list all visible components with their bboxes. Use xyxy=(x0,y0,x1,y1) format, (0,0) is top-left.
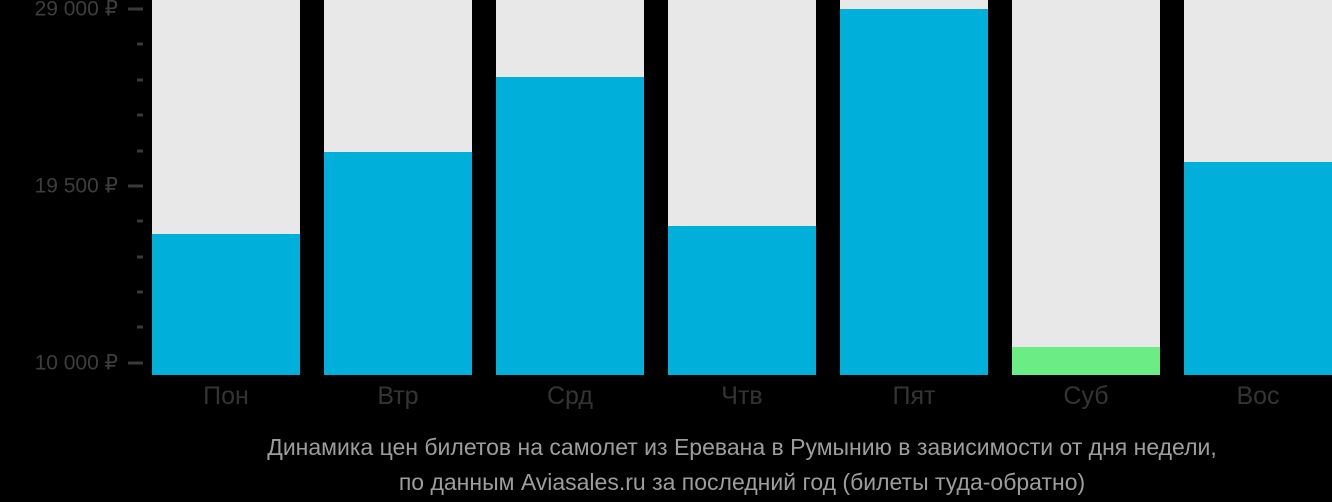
bar-column-1 xyxy=(152,0,300,375)
bar-column-6 xyxy=(1012,0,1160,375)
x-label-Пон: Пон xyxy=(203,382,249,410)
y-tick-label: 29 000 ₽ xyxy=(34,0,118,21)
y-minor-tick-5 xyxy=(0,219,143,223)
price-bar-Вос[interactable] xyxy=(1184,161,1332,375)
minor-tick-mark xyxy=(137,255,143,259)
plot-area xyxy=(152,0,1332,375)
y-major-tick-1: 29 000 ₽ xyxy=(0,0,143,21)
minor-tick-mark xyxy=(137,113,143,117)
price-bar-Пон[interactable] xyxy=(152,234,300,375)
y-major-tick-3: 10 000 ₽ xyxy=(0,350,143,375)
y-minor-tick-6 xyxy=(0,255,143,259)
x-label-Пят: Пят xyxy=(892,382,936,410)
minor-tick-mark xyxy=(137,149,143,153)
y-minor-tick-8 xyxy=(0,325,143,329)
major-tick-mark xyxy=(128,7,143,11)
bar-column-5 xyxy=(840,0,988,375)
minor-tick-mark xyxy=(137,78,143,82)
price-bar-Суб[interactable] xyxy=(1012,347,1160,375)
chart-title-line1: Динамика цен билетов на самолет из Ерева… xyxy=(267,434,1217,460)
x-axis-labels: Пон Втр Срд Чтв Пят Суб Вос xyxy=(152,375,1332,415)
y-minor-tick-2 xyxy=(0,78,143,82)
bar-column-3 xyxy=(496,0,644,375)
y-minor-tick-1 xyxy=(0,42,143,46)
major-tick-mark xyxy=(128,184,143,188)
y-tick-label: 19 500 ₽ xyxy=(34,174,118,198)
price-bar-Втр[interactable] xyxy=(324,152,472,375)
x-label-Суб: Суб xyxy=(1063,382,1109,410)
x-label-Срд: Срд xyxy=(547,382,593,410)
minor-tick-mark xyxy=(137,42,143,46)
y-major-tick-2: 19 500 ₽ xyxy=(0,173,143,198)
bar-column-2 xyxy=(324,0,472,375)
y-minor-tick-4 xyxy=(0,149,143,153)
major-tick-mark xyxy=(128,361,143,365)
minor-tick-mark xyxy=(137,290,143,294)
chart-title: Динамика цен билетов на самолет из Ерева… xyxy=(152,430,1332,500)
x-label-Втр: Втр xyxy=(377,382,419,410)
y-minor-tick-7 xyxy=(0,290,143,294)
price-bar-Срд[interactable] xyxy=(496,76,644,375)
y-tick-label: 10 000 ₽ xyxy=(34,351,118,375)
minor-tick-mark xyxy=(137,219,143,223)
price-bar-Чтв[interactable] xyxy=(668,225,816,375)
x-label-Вос: Вос xyxy=(1236,382,1280,410)
bar-column-4 xyxy=(668,0,816,375)
y-minor-tick-3 xyxy=(0,113,143,117)
chart-title-line2: по данным Aviasales.ru за последний год … xyxy=(398,469,1086,495)
bar-column-7 xyxy=(1184,0,1332,375)
y-axis: 29 000 ₽ 19 500 ₽ 10 000 ₽ xyxy=(0,0,143,375)
x-label-Чтв: Чтв xyxy=(721,382,763,410)
minor-tick-mark xyxy=(137,325,143,329)
price-bar-Пят[interactable] xyxy=(840,8,988,375)
